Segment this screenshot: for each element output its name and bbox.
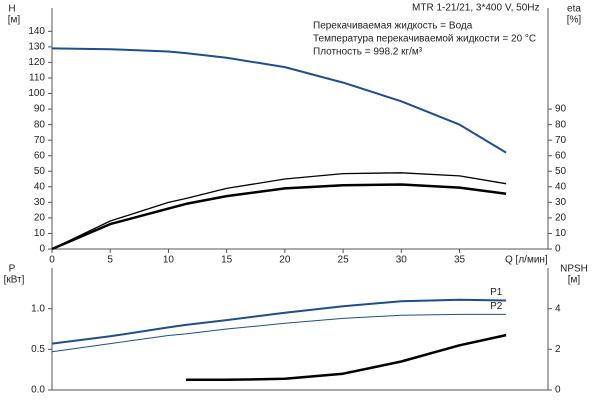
series-line [51, 183, 507, 251]
x-tick-label: 20 [279, 255, 291, 266]
y-tick-label: 40 [34, 181, 46, 192]
annotation: Плотность = 998.2 кг/м³ [313, 47, 423, 58]
x-tick-label: 25 [338, 255, 350, 266]
y-tick-label: 110 [29, 73, 45, 84]
x-tick-label: 30 [396, 255, 408, 266]
y2-tick-label: 30 [555, 197, 567, 208]
y-tick-label: 20 [34, 213, 46, 224]
y-tick-label: 1.0 [31, 303, 45, 314]
series-line [51, 172, 507, 250]
y-tick-label: 10 [34, 228, 46, 239]
annotation: Перекачиваемая жидкость = Вода [313, 21, 473, 32]
y2-tick-label: 0 [555, 385, 561, 396]
y-tick-label: 0.0 [31, 385, 45, 396]
y-tick-label: 80 [34, 119, 46, 130]
axis-frame [51, 8, 549, 250]
y-tick-label: 70 [34, 135, 46, 146]
x-axis-label: Q [л/мин] [505, 255, 548, 266]
y2-tick-label: 60 [555, 150, 567, 161]
y2-tick-label: 50 [555, 166, 567, 177]
y2-tick-label: 20 [555, 213, 567, 224]
series-line [51, 298, 507, 345]
x-tick-label: 15 [221, 255, 233, 266]
chart-title: MTR 1-21/21, 3*400 V, 50Hz [412, 3, 539, 14]
y2-tick-label: 2 [555, 344, 561, 355]
series-label: P1 [490, 287, 503, 298]
y-tick-label: 140 [28, 26, 45, 37]
y-tick-label: 90 [34, 104, 46, 115]
y2-tick-label: 90 [555, 104, 567, 115]
y2-axis-label: eta [567, 4, 581, 15]
y2-tick-label: 4 [555, 303, 561, 314]
y2-tick-label: 80 [555, 119, 567, 130]
axis-frame [51, 268, 549, 391]
y-tick-label: 30 [34, 197, 46, 208]
y-axis-unit: [м] [8, 15, 21, 26]
y2-tick-label: 70 [555, 135, 567, 146]
annotation: Температура перекачиваемой жидкости = 20… [313, 34, 536, 45]
y-tick-label: 100 [28, 88, 45, 99]
x-tick-label: 10 [163, 255, 175, 266]
y-tick-label: 0.5 [31, 344, 45, 355]
y-tick-label: 60 [34, 150, 46, 161]
y-axis-unit: [кВт] [4, 275, 25, 286]
y2-axis-unit: [%] [567, 15, 582, 26]
y-axis-label: P [9, 264, 16, 275]
y2-tick-label: 0 [555, 244, 561, 255]
series-line [51, 313, 507, 353]
x-tick-label: 0 [49, 255, 55, 266]
y2-axis-unit: [м] [568, 275, 581, 286]
y2-tick-label: 10 [555, 228, 567, 239]
y-tick-label: 0 [39, 244, 45, 255]
y-tick-label: 120 [28, 57, 45, 68]
series-line [51, 47, 507, 154]
series-label: P2 [490, 301, 503, 312]
y2-tick-label: 40 [555, 181, 567, 192]
series-line [185, 333, 507, 382]
y-axis-label: H [8, 4, 15, 15]
y2-axis-label: NPSH [560, 264, 588, 275]
y-tick-label: 50 [34, 166, 46, 177]
x-tick-label: 5 [107, 255, 113, 266]
x-tick-label: 35 [454, 255, 466, 266]
y-tick-label: 130 [28, 42, 45, 53]
